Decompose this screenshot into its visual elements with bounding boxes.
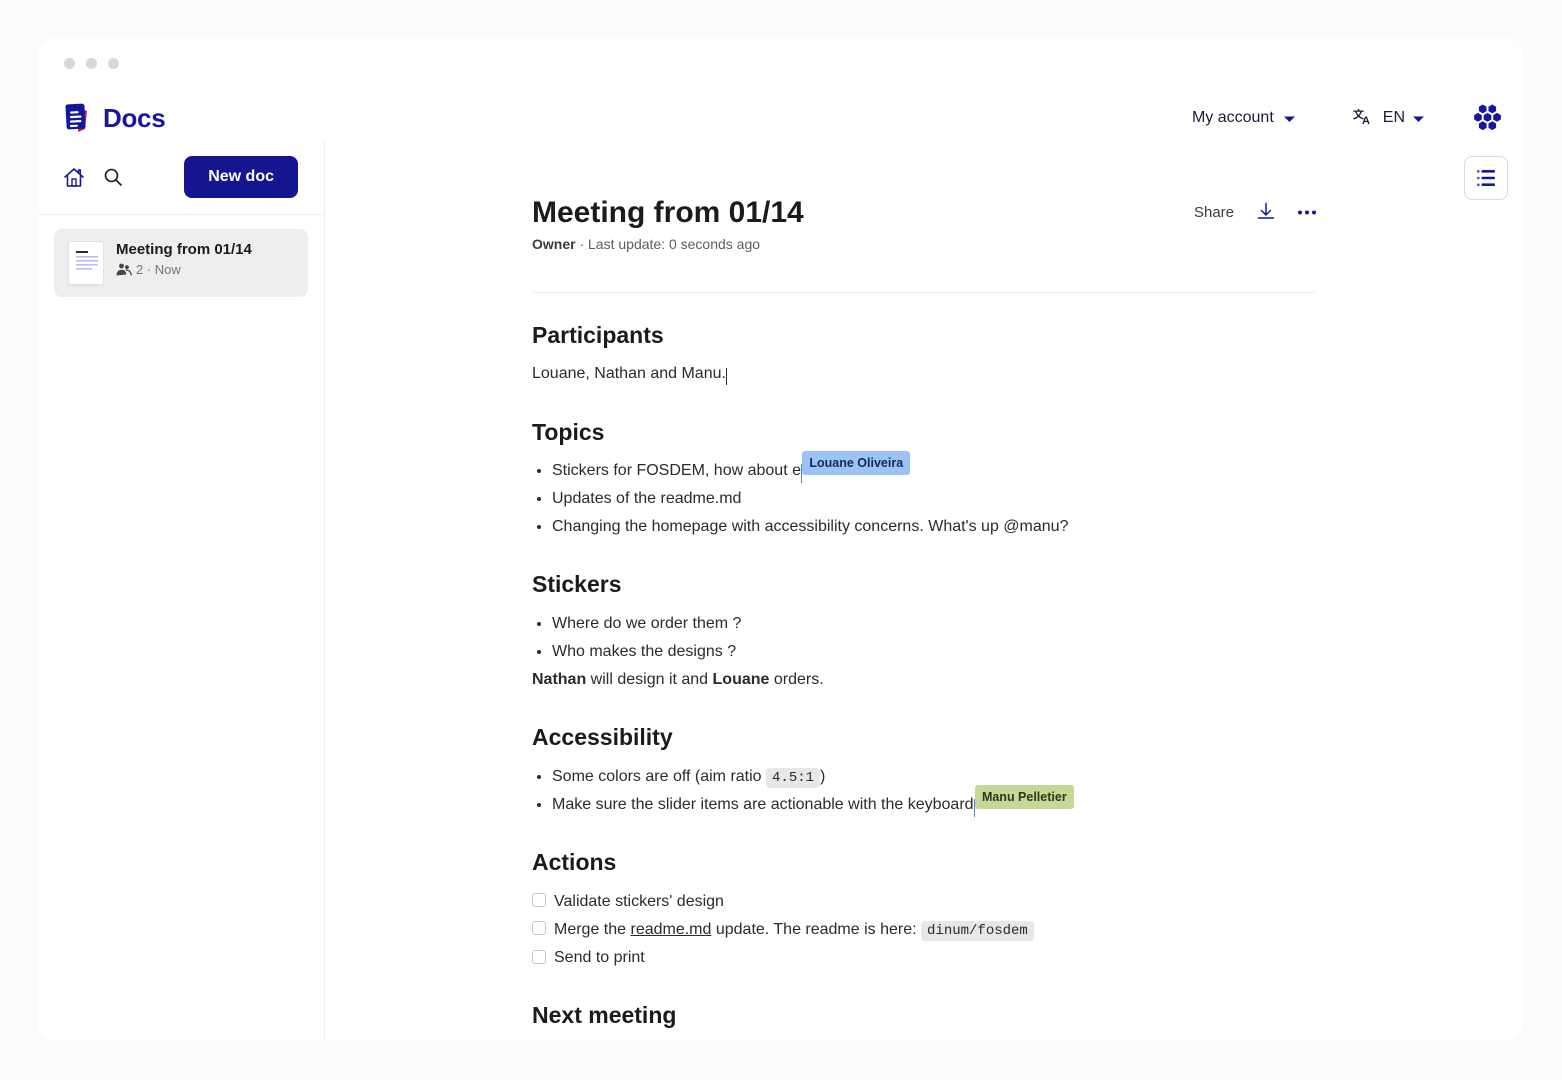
svg-text:A: A (1362, 115, 1370, 127)
